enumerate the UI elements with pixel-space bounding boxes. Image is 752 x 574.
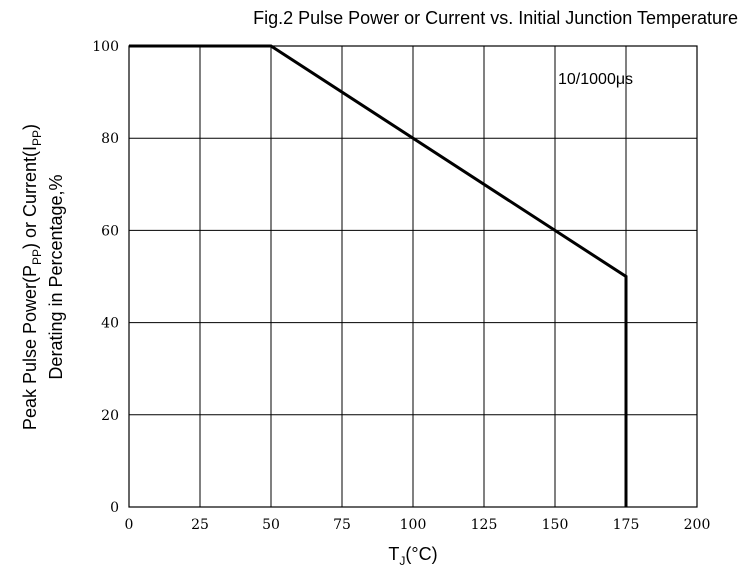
x-tick-label: 200 [684,517,711,533]
derating-curve [129,44,628,507]
y-label-part-b: ) or Current(I [20,146,40,249]
y-tick-label: 80 [101,131,119,147]
y-label-part-c: ) [20,124,40,130]
grid-layer [129,46,697,507]
y-label-sub-pp-1: PP [30,249,44,265]
y-label-sub-pp-2: PP [30,130,44,146]
x-tick-label: 50 [262,517,280,533]
y-tick-label: 0 [110,500,119,516]
x-axis-label-sub: J [399,554,405,568]
x-tick-label: 100 [400,517,427,533]
series-layer [129,44,628,507]
x-tick-label: 75 [333,517,351,533]
x-tick-label: 125 [471,517,498,533]
y-tick-label: 20 [101,408,119,424]
waveform-annotation: 10/1000μs [558,71,633,88]
y-tick-label: 60 [101,223,119,239]
x-tick-label: 0 [125,517,134,533]
x-tick-label: 25 [191,517,209,533]
y-tick-label: 40 [101,316,119,332]
x-tick-label: 150 [542,517,569,533]
x-axis-label: TJ(°C) [388,544,437,568]
y-axis-label: Peak Pulse Power(PPP) or Current(IPP) De… [20,124,66,430]
y-axis-label-line1: Peak Pulse Power(PPP) or Current(IPP) [20,124,44,430]
y-axis-label-line2: Derating in Percentage,% [46,174,66,379]
chart-title: Fig.2 Pulse Power or Current vs. Initial… [253,8,738,28]
x-axis-label-main: T [388,544,399,564]
tick-layer: 0 25 50 75 100 125 150 175 200 0 20 40 60 80 100 [92,39,710,533]
x-axis-label-tail: (°C) [405,544,437,564]
plot-frame [128,45,698,508]
y-label-part-a: Peak Pulse Power(P [20,265,40,430]
y-tick-label: 100 [92,39,119,55]
x-tick-label: 175 [613,517,640,533]
